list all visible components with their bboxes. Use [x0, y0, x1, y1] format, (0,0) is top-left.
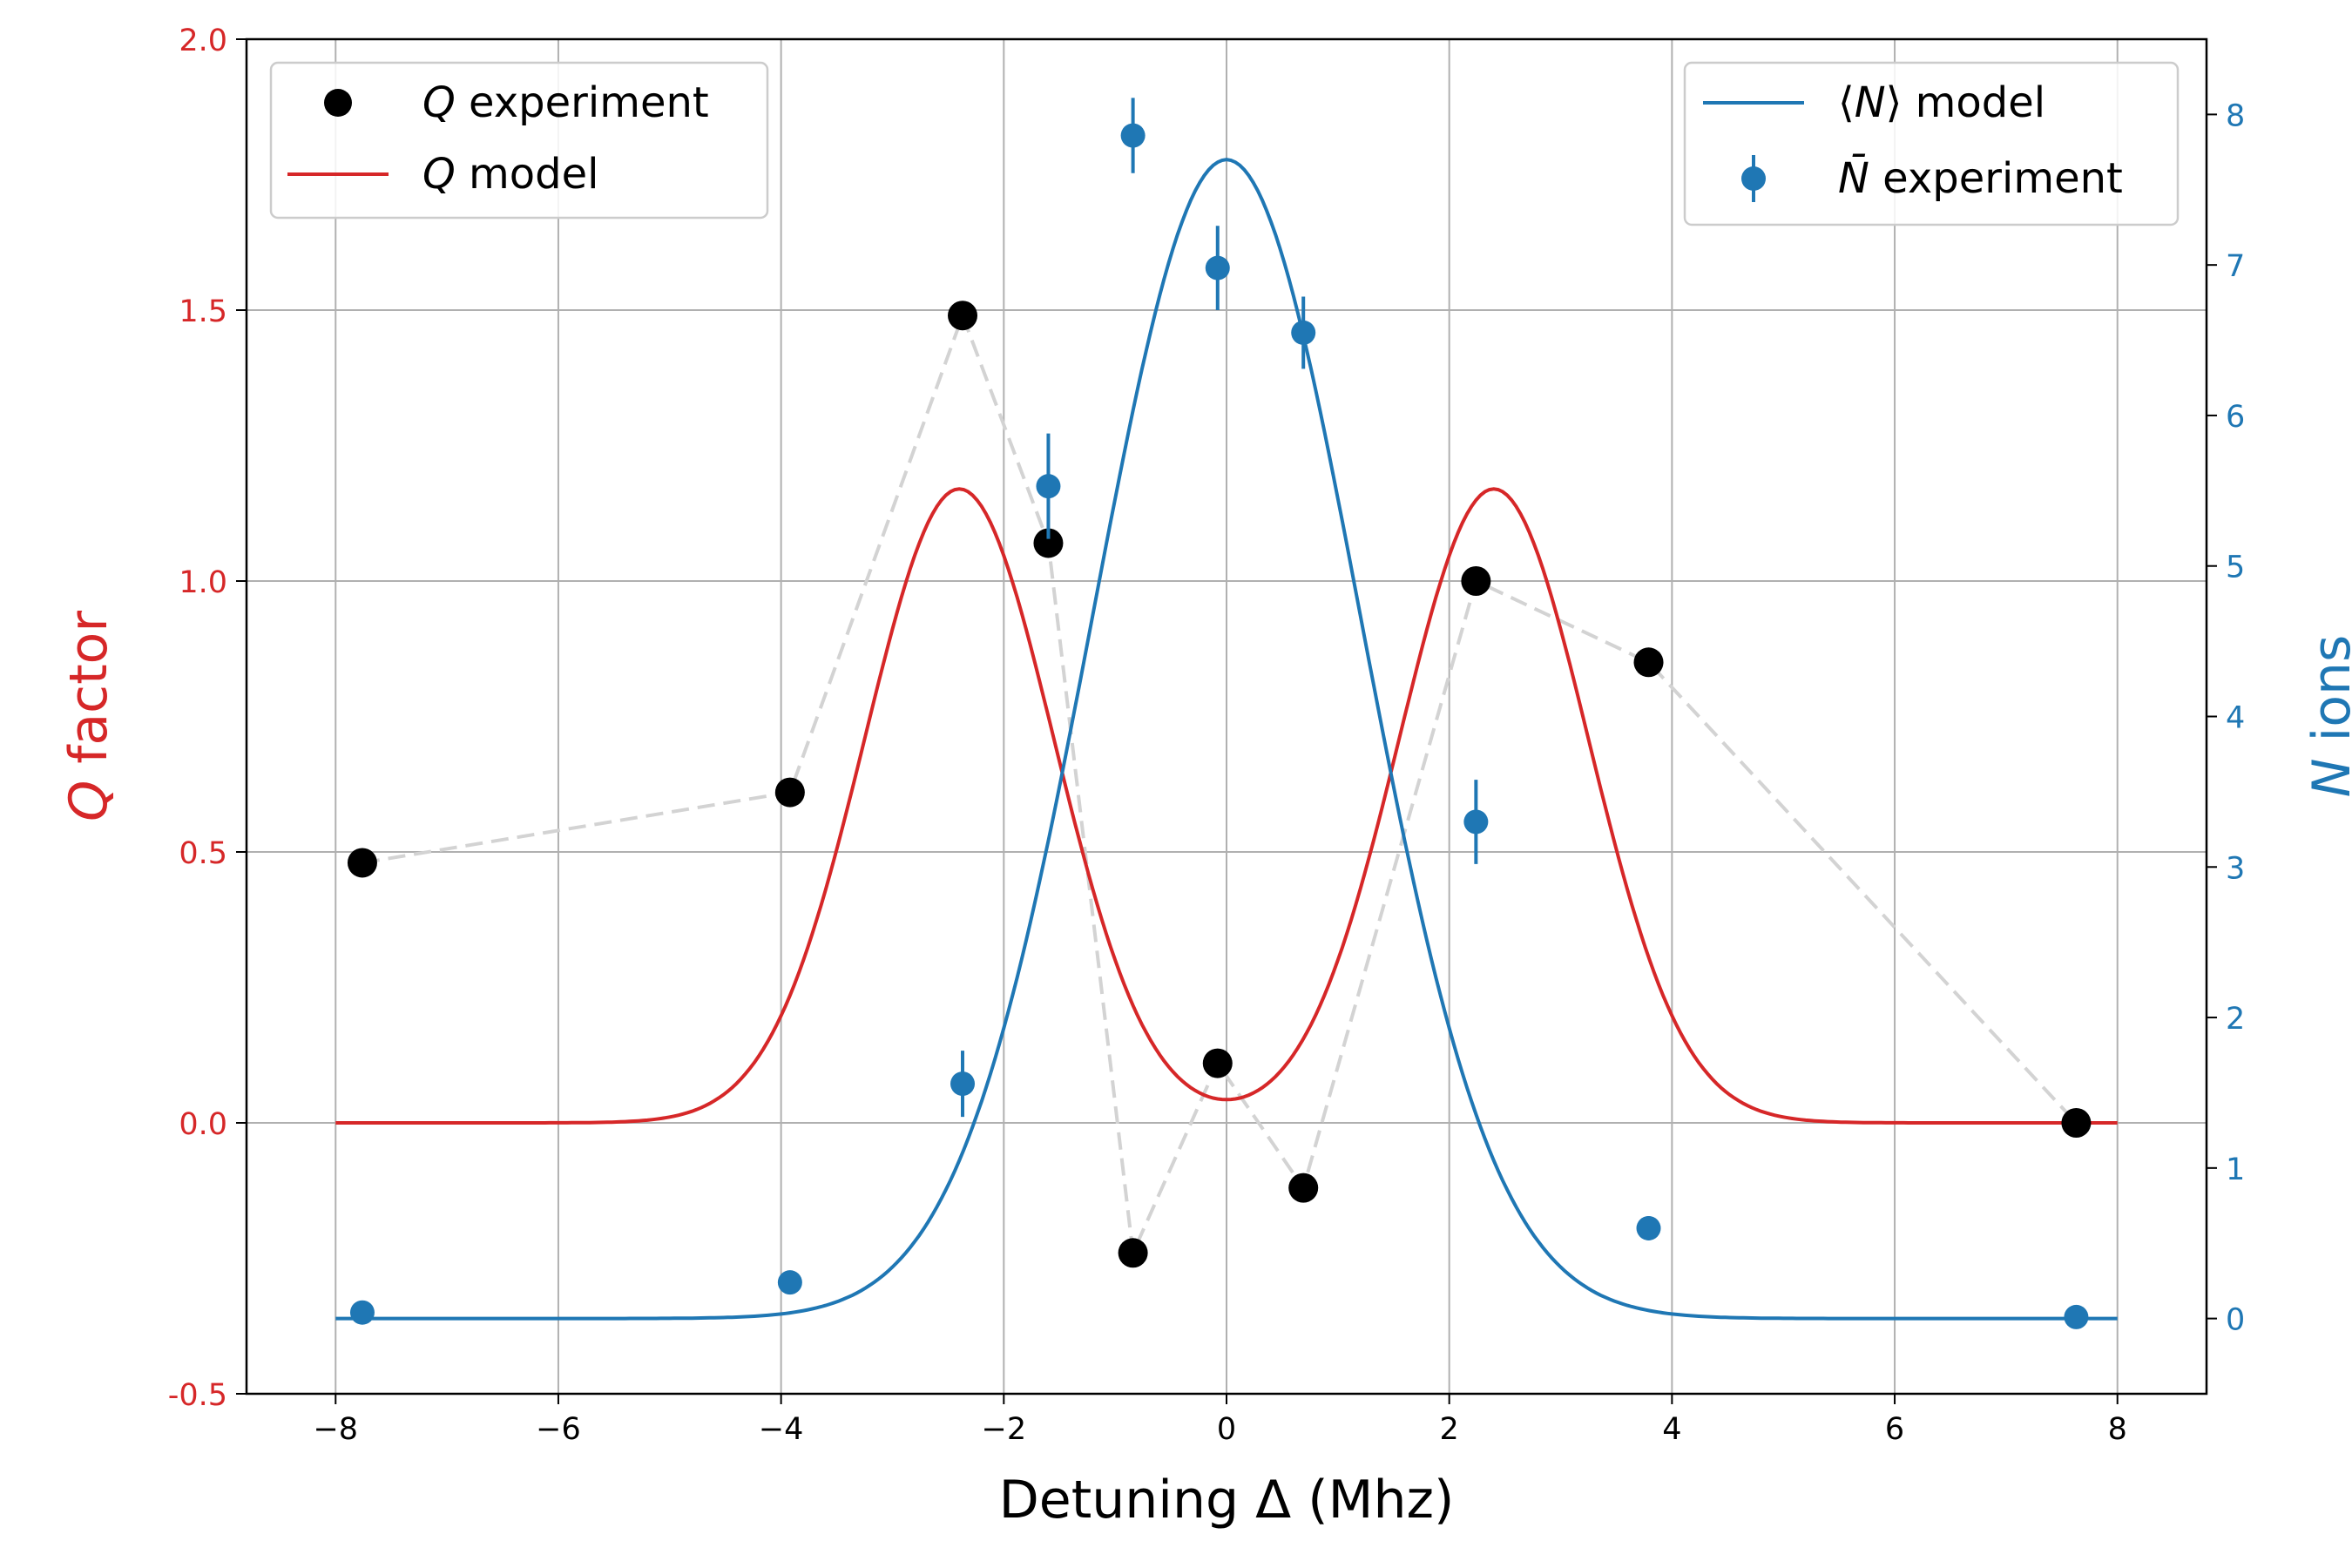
n-experiment-point: [777, 1270, 802, 1295]
axes-ticks: −8 −6 −4 −2 0 2 4 6 8 -0.5 0.0 0.5 1.0 1.5 2.0 0 1 2 3 4 5 6 7…: [168, 24, 2246, 1447]
n-experiment-point: [1036, 474, 1061, 499]
y-right-tick-label: 3: [2226, 851, 2245, 886]
q-experiment-point: [1461, 566, 1491, 596]
q-experiment-point: [1633, 647, 1664, 678]
y-right-tick-label: 1: [2226, 1152, 2245, 1187]
n-experiment-point: [1636, 1215, 1661, 1240]
q-model-line: [335, 487, 2118, 1125]
legend-right: ⟨N⟩ model N̄ experiment: [1683, 61, 2180, 226]
y-right-tick-label: 2: [2226, 1002, 2245, 1037]
x-tick-label: 6: [1885, 1412, 1904, 1447]
y-left-tick-label: 2.0: [179, 24, 227, 58]
y-left-tick-label: 1.0: [179, 565, 227, 600]
y-right-tick-label: 7: [2226, 249, 2245, 284]
legend-n-model-label: ⟨N⟩ model: [1838, 78, 2045, 127]
q-experiment-point: [1288, 1173, 1319, 1203]
legend-left-frame: [269, 61, 769, 220]
n-experiment-point: [349, 1300, 375, 1325]
n-experiment-point: [950, 1071, 976, 1097]
y-left-tick-label: 0.5: [179, 836, 227, 871]
q-experiment-point: [1118, 1238, 1148, 1268]
q-experiment-point: [774, 777, 805, 808]
legend-q-model-label: Q model: [422, 150, 599, 199]
legend-q-experiment-marker: [324, 89, 352, 117]
x-tick-label: 4: [1662, 1412, 1681, 1447]
q-experiment-point: [1202, 1048, 1233, 1078]
plot-series: [335, 98, 2118, 1329]
n-experiment-point: [1205, 255, 1230, 280]
y-axis-right-title: N ions: [2301, 635, 2352, 798]
y-right-tick-label: 5: [2226, 551, 2245, 585]
n-model-line: [335, 158, 2118, 1321]
x-tick-label: −4: [759, 1412, 804, 1447]
x-tick-label: 8: [2108, 1412, 2127, 1447]
y-left-tick-label: 1.5: [179, 294, 227, 329]
n-experiment-point: [1463, 809, 1489, 835]
n-experiment-point: [1120, 123, 1146, 148]
x-tick-label: 2: [1440, 1412, 1459, 1447]
y-left-tick-label: -0.5: [168, 1378, 227, 1413]
n-experiment-point: [1291, 320, 1316, 345]
y-right-tick-label: 8: [2226, 98, 2245, 133]
q-experiment-connector-line: [362, 310, 2078, 1260]
y-left-tick-label: 0.0: [179, 1107, 227, 1142]
legend-q-experiment-label: Q experiment: [422, 78, 709, 127]
x-tick-label: −8: [313, 1412, 358, 1447]
x-tick-label: −2: [982, 1412, 1027, 1447]
q-experiment-point: [2061, 1108, 2092, 1138]
legend-right-frame: [1683, 61, 2180, 226]
q-experiment-point: [347, 848, 377, 878]
legend-n-experiment-label: N̄ experiment: [1838, 153, 2123, 203]
x-tick-label: −6: [536, 1412, 581, 1447]
n-experiment-point: [2064, 1304, 2089, 1329]
q-experiment-point: [1033, 528, 1064, 558]
x-axis-title: Detuning Δ (Mhz): [999, 1470, 1455, 1531]
legend-left: Q experiment Q model: [269, 61, 769, 220]
x-tick-label: 0: [1217, 1412, 1236, 1447]
y-right-tick-label: 0: [2226, 1303, 2245, 1338]
legend-n-experiment-marker: [1741, 166, 1766, 191]
y-right-tick-label: 6: [2226, 400, 2245, 435]
y-right-tick-label: 4: [2226, 701, 2245, 736]
q-experiment-point: [948, 301, 978, 331]
y-axis-left-title: Q factor: [58, 611, 119, 821]
